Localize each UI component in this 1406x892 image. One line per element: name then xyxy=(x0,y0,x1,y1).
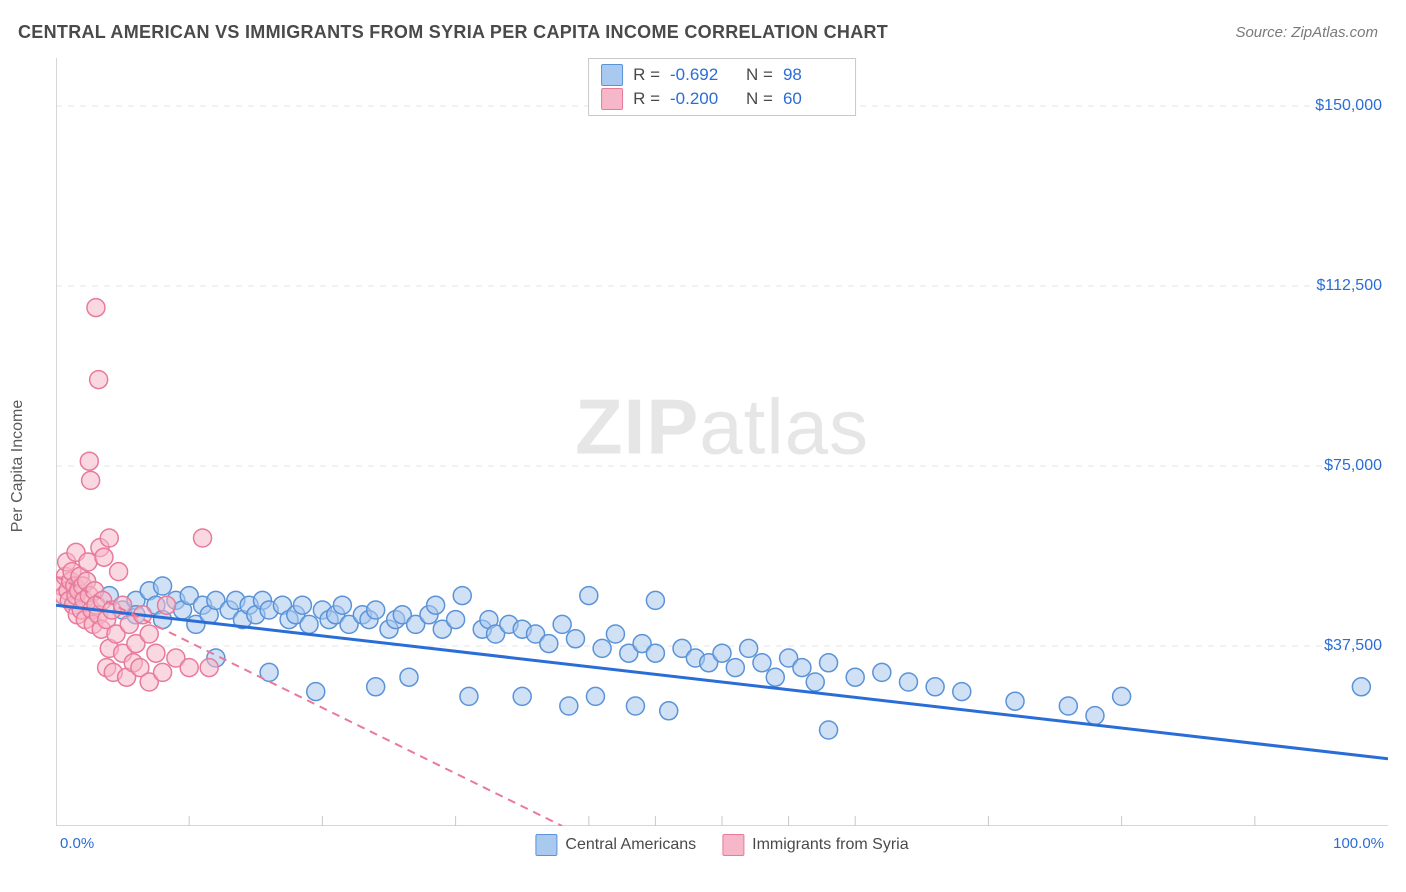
chart-container: Per Capita Income ZIPatlas $37,500$75,00… xyxy=(18,58,1388,874)
plot-area: ZIPatlas $37,500$75,000$112,500$150,000 … xyxy=(56,58,1388,826)
n-value: 98 xyxy=(783,65,843,85)
y-tick-label: $75,000 xyxy=(1324,457,1382,475)
r-label: R = xyxy=(633,89,660,109)
y-axis-label: Per Capita Income xyxy=(9,400,27,533)
correlation-legend-row: R = -0.692 N = 98 xyxy=(601,63,843,87)
series-legend-item: Central Americans xyxy=(535,834,696,856)
r-value: -0.692 xyxy=(670,65,730,85)
n-label: N = xyxy=(746,89,773,109)
x-tick-min: 0.0% xyxy=(60,835,94,852)
series-legend-label: Immigrants from Syria xyxy=(752,836,908,854)
legend-swatch xyxy=(601,88,623,110)
series-legend-item: Immigrants from Syria xyxy=(722,834,908,856)
chart-source: Source: ZipAtlas.com xyxy=(1235,24,1378,41)
series-legend: Central Americans Immigrants from Syria xyxy=(535,834,908,856)
y-tick-label: $150,000 xyxy=(1315,97,1382,115)
legend-swatch xyxy=(722,834,744,856)
correlation-legend-row: R = -0.200 N = 60 xyxy=(601,87,843,111)
y-tick-label: $112,500 xyxy=(1316,277,1382,295)
legend-swatch xyxy=(601,64,623,86)
x-tick-max: 100.0% xyxy=(1333,835,1384,852)
r-value: -0.200 xyxy=(670,89,730,109)
legend-swatch xyxy=(535,834,557,856)
n-label: N = xyxy=(746,65,773,85)
chart-title: CENTRAL AMERICAN VS IMMIGRANTS FROM SYRI… xyxy=(18,22,888,43)
x-axis-row: 0.0% 100.0% Central Americans Immigrants… xyxy=(56,828,1388,874)
scatter-svg xyxy=(56,58,1388,826)
series-legend-label: Central Americans xyxy=(565,836,696,854)
chart-header: CENTRAL AMERICAN VS IMMIGRANTS FROM SYRI… xyxy=(0,0,1406,53)
correlation-legend: R = -0.692 N = 98 R = -0.200 N = 60 xyxy=(588,58,856,116)
y-tick-label: $37,500 xyxy=(1324,637,1382,655)
n-value: 60 xyxy=(783,89,843,109)
r-label: R = xyxy=(633,65,660,85)
